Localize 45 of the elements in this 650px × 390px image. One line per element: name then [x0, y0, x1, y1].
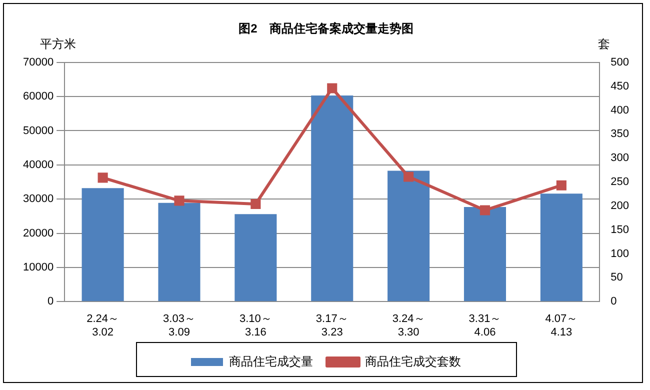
legend-label: 商品住宅成交量 [229, 354, 313, 368]
y-tick-label: 20000 [22, 227, 54, 240]
point [98, 172, 108, 183]
y2-tick-label: 300 [610, 152, 630, 164]
y-tick-label: 10000 [22, 261, 54, 274]
point [404, 172, 414, 182]
y2-tick-label: 500 [610, 56, 630, 68]
y2-tick-label: 100 [610, 248, 630, 260]
y2-tick-label: 150 [610, 224, 630, 236]
bar [540, 194, 582, 302]
y2-tick-label: 350 [610, 128, 630, 140]
y2-tick-label: 400 [610, 104, 630, 116]
x-tick-label: 3.24～ 3.30 [392, 313, 425, 338]
y-tick-label: 60000 [22, 90, 54, 103]
y-tick-label: 70000 [22, 56, 54, 68]
bar [158, 202, 200, 302]
x-tick-label: 2.24～ 3.02 [86, 313, 120, 338]
chart-title: 图2 商品住宅备案成交量走势图 [238, 22, 414, 36]
x-tick-label: 3.17～ 3.23 [316, 313, 348, 338]
x-tick-label: 3.03～ 3.09 [163, 313, 196, 338]
y-tick-label: 0 [47, 296, 54, 308]
point [250, 198, 261, 210]
bar [82, 188, 124, 302]
bar [311, 96, 354, 302]
x-tick-label: 4.07～ 4.13 [545, 313, 578, 338]
point [174, 196, 184, 206]
point [556, 180, 566, 190]
bar [234, 214, 277, 302]
y-tick-label: 30000 [22, 193, 54, 206]
y2-tick-label: 0 [610, 296, 617, 308]
x-tick-label: 3.31～ 4.06 [468, 313, 502, 338]
point [480, 205, 490, 216]
y2-tick-label: 250 [610, 176, 630, 188]
y-tick-label: 40000 [22, 158, 54, 171]
y2-axis-title: 套 [598, 36, 610, 53]
y2-tick-label: 450 [610, 80, 630, 92]
y-axis-title: 平方米 [40, 36, 76, 53]
x-tick-label: 3.10～ 3.16 [239, 313, 272, 338]
y-tick-label: 50000 [22, 124, 54, 137]
point [327, 83, 338, 94]
bar [464, 206, 506, 302]
legend-label: 商品住宅成交套数 [365, 354, 461, 368]
bar [388, 170, 430, 302]
y2-tick-label: 200 [610, 200, 630, 212]
y2-tick-label: 50 [610, 272, 623, 284]
